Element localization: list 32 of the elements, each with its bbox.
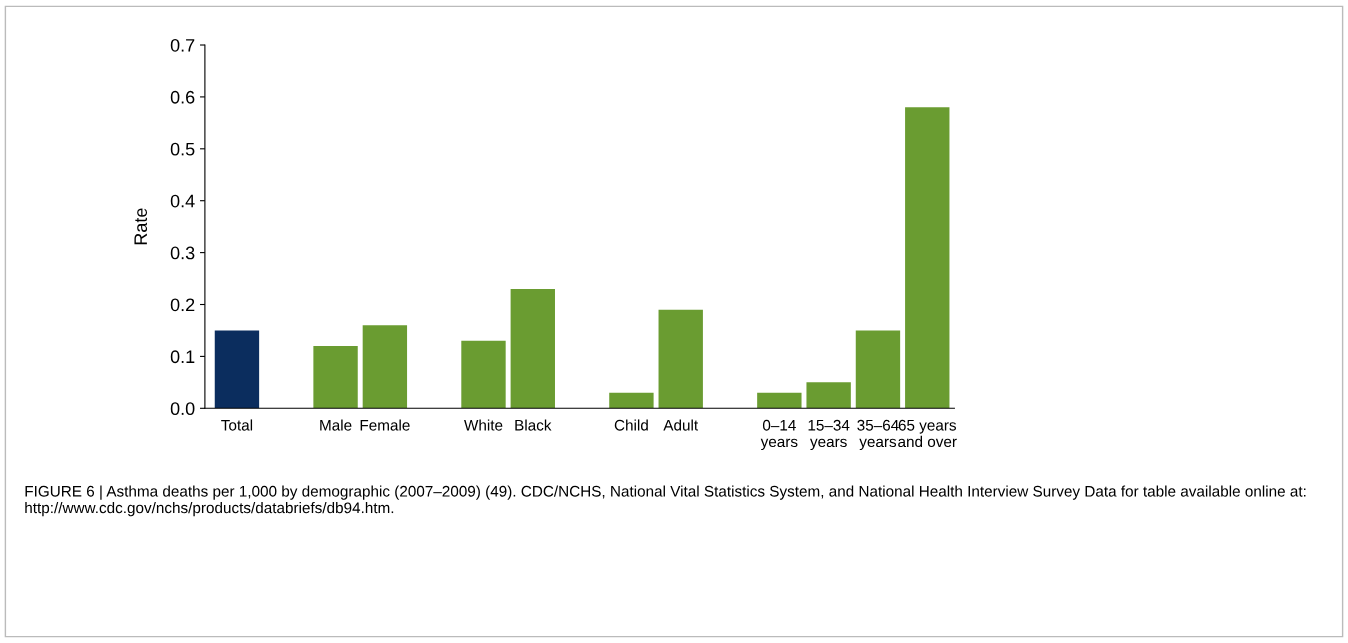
x-tick-label: Male: [320, 419, 352, 431]
y-tick-label: 0.3: [170, 246, 195, 260]
bar: [855, 330, 901, 409]
bar: [313, 346, 358, 409]
x-tick-label: 0–14 years: [760, 419, 798, 451]
bar: [362, 325, 408, 409]
bar: [461, 340, 506, 409]
x-tick-label: 15–34 years: [808, 419, 850, 451]
y-tick-label: 0.6: [170, 90, 195, 104]
x-tick-label: 65 years and over: [898, 419, 957, 448]
y-tick-label: 0.4: [170, 194, 195, 208]
y-tick-label: 0.5: [170, 142, 195, 156]
y-tick-label: 0.1: [170, 350, 195, 364]
x-tick-label: Black: [515, 419, 552, 431]
bar: [510, 288, 555, 409]
x-tick-label: Child: [614, 419, 648, 431]
y-tick-label: 0.0: [170, 402, 195, 416]
bar: [658, 309, 703, 409]
x-tick-label: 35–64 years: [857, 419, 899, 451]
bar: [905, 107, 950, 409]
y-tick-label: 0.2: [170, 298, 195, 312]
x-tick-label: Total: [221, 419, 253, 431]
bar: [609, 392, 654, 409]
caption: FIGURE 6 | Asthma deaths per 1,000 by demographic (2007–2009) (49). CDC/NCHS, National Vital Statistics System, and National Health Interview Survey Data for table available online at: http://www.cdc.gov/nchs/products/databriefs/db94.htm.: [25, 485, 1306, 517]
y-axis-title: Rate: [134, 208, 148, 245]
x-tick-label: Adult: [663, 419, 699, 431]
y-tick-label: 0.7: [170, 38, 195, 52]
bar: [214, 330, 260, 409]
bar: [806, 382, 851, 409]
x-tick-label: White: [464, 419, 503, 431]
bar: [757, 392, 802, 409]
x-tick-label: Female: [360, 419, 410, 431]
